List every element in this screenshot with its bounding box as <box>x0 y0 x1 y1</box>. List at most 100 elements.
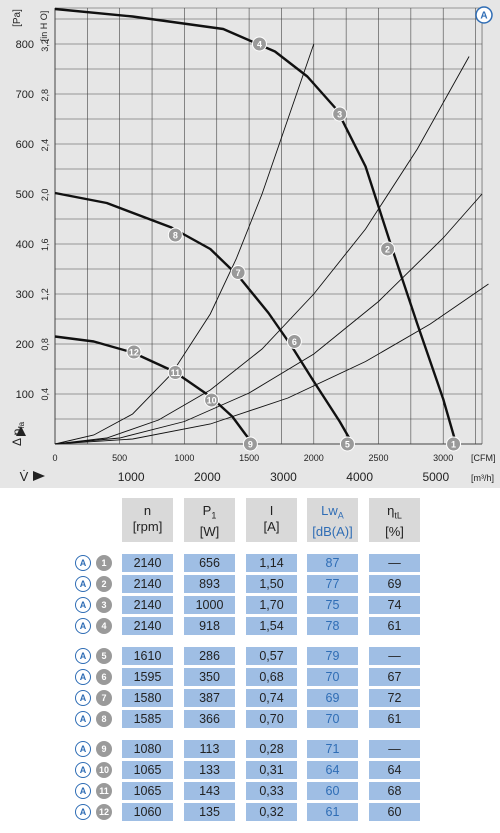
operating-point-label: 7 <box>236 268 241 278</box>
table-row: A 5 1610 286 0,57 79 — <box>0 647 500 665</box>
operating-point-label: 11 <box>171 368 181 378</box>
table-cell: 77 <box>307 575 358 593</box>
x-tick-label-m3h: 5000 <box>422 470 449 484</box>
fan-curve-svg: 1234567891011121002003004005006007008000… <box>10 6 496 484</box>
y-tick-label-inh2o: 3,2 <box>40 39 50 52</box>
y-tick-label-pa: 800 <box>16 39 34 51</box>
row-number-badge: 9 <box>96 741 112 757</box>
table-cell: 366 <box>184 710 235 728</box>
table-cell: 79 <box>307 647 358 665</box>
table-header-unit: [A] <box>263 519 280 534</box>
table-cell: 0,70 <box>246 710 297 728</box>
table-cell: 1595 <box>122 668 173 686</box>
y-unit-pa: [Pa] <box>12 9 23 27</box>
table-cell: 286 <box>184 647 235 665</box>
row-number-badge: 11 <box>96 783 112 799</box>
operating-point-10 <box>204 392 220 408</box>
system-curve <box>54 283 489 445</box>
fan-curve-1065-rpm <box>54 335 254 445</box>
table-cell: 1060 <box>122 803 173 821</box>
operating-point-label: 12 <box>129 348 139 358</box>
operating-point-9 <box>242 436 258 452</box>
y-tick-label-inh2o: 0,8 <box>40 338 50 351</box>
table-cell: 2140 <box>122 575 173 593</box>
system-curve <box>54 43 315 445</box>
x-tick-label-cfm: 3000 <box>433 453 453 463</box>
table-cell: — <box>369 554 420 572</box>
operating-point-6 <box>286 334 302 349</box>
table-header: LwA [dB(A)] <box>307 498 358 542</box>
x-unit-m3h: [m³/h] <box>471 473 494 483</box>
table-row: A 2 2140 893 1,50 77 69 <box>0 575 500 593</box>
row-badge-a-icon: A <box>75 669 91 685</box>
table-cell: 69 <box>369 575 420 593</box>
fan-curve-chart: 1 2 3 4 5 6 7 8 9 10 11 12 100 200 300 400 500 600 700 800 0… <box>0 0 500 488</box>
table-cell: 61 <box>369 617 420 635</box>
table-row: A 6 1595 350 0,68 70 67 <box>0 668 500 686</box>
operating-point-label: 9 <box>248 440 253 450</box>
table-cell: 0,33 <box>246 782 297 800</box>
table-cell: 1000 <box>184 596 235 614</box>
table-cell: 71 <box>307 740 358 758</box>
x-tick-label-m3h: 4000 <box>346 470 373 484</box>
row-badge-a-icon: A <box>75 555 91 571</box>
operating-point-label: 2 <box>385 245 390 255</box>
operating-point-12 <box>126 344 142 360</box>
operating-point-label: 3 <box>337 110 342 120</box>
y-tick-label-pa: 700 <box>16 89 34 101</box>
x-tick-label-cfm: 1500 <box>239 453 259 463</box>
table-cell: 1,54 <box>246 617 297 635</box>
y-tick-label-pa: 600 <box>16 139 34 151</box>
table-cell: 2140 <box>122 554 173 572</box>
table-cell: 0,57 <box>246 647 297 665</box>
table-header-label: ηtL <box>387 503 402 521</box>
table-header-label: P1 <box>202 503 217 521</box>
table-cell: 0,68 <box>246 668 297 686</box>
table-cell: 0,32 <box>246 803 297 821</box>
y-tick-label-pa: 200 <box>16 339 34 351</box>
operating-point-8 <box>167 227 183 243</box>
table-cell: 350 <box>184 668 235 686</box>
table-cell: 387 <box>184 689 235 707</box>
row-badge-a-icon: A <box>75 576 91 592</box>
y-axis-arrow <box>16 426 26 436</box>
table-header-label: LwA <box>321 503 344 521</box>
operating-point-1 <box>446 436 462 452</box>
table-cell: 133 <box>184 761 235 779</box>
table-cell: 656 <box>184 554 235 572</box>
table-header: P1 [W] <box>184 498 235 542</box>
table-cell: 61 <box>369 710 420 728</box>
table-row: A 4 2140 918 1,54 78 61 <box>0 617 500 635</box>
table-cell: 70 <box>307 710 358 728</box>
table-cell: 2140 <box>122 617 173 635</box>
table-row: A 7 1580 387 0,74 69 72 <box>0 689 500 707</box>
operating-point-label: 6 <box>292 337 297 347</box>
row-badge-a-icon: A <box>75 690 91 706</box>
table-cell: 1580 <box>122 689 173 707</box>
y-tick-label-pa: 400 <box>16 239 34 251</box>
x-tick-label-cfm: 1000 <box>174 453 194 463</box>
row-badge-a-icon: A <box>75 597 91 613</box>
row-number-badge: 1 <box>96 555 112 571</box>
row-number-badge: 8 <box>96 711 112 727</box>
row-badge-a-icon: A <box>75 648 91 664</box>
row-number-badge: 7 <box>96 690 112 706</box>
table-cell: 135 <box>184 803 235 821</box>
chart-badge-a-icon <box>475 6 493 24</box>
table-header: I [A] <box>246 498 297 542</box>
table-cell: 70 <box>307 668 358 686</box>
row-badge-a-icon: A <box>75 804 91 820</box>
operating-point-3 <box>332 106 348 122</box>
table-header-unit: [dB(A)] <box>312 523 353 539</box>
row-number-badge: 6 <box>96 669 112 685</box>
y-tick-label-pa: 300 <box>16 289 34 301</box>
table-header-label: n <box>143 503 152 518</box>
table-cell: 1,50 <box>246 575 297 593</box>
x-tick-label-cfm: 0 <box>52 453 57 463</box>
y-tick-label-inh2o: 2,0 <box>40 189 50 202</box>
x-tick-label-m3h: 2000 <box>194 470 221 484</box>
table-cell: 69 <box>307 689 358 707</box>
table-cell: 1585 <box>122 710 173 728</box>
x-tick-label-m3h: 1000 <box>118 470 145 484</box>
table-cell: 2140 <box>122 596 173 614</box>
